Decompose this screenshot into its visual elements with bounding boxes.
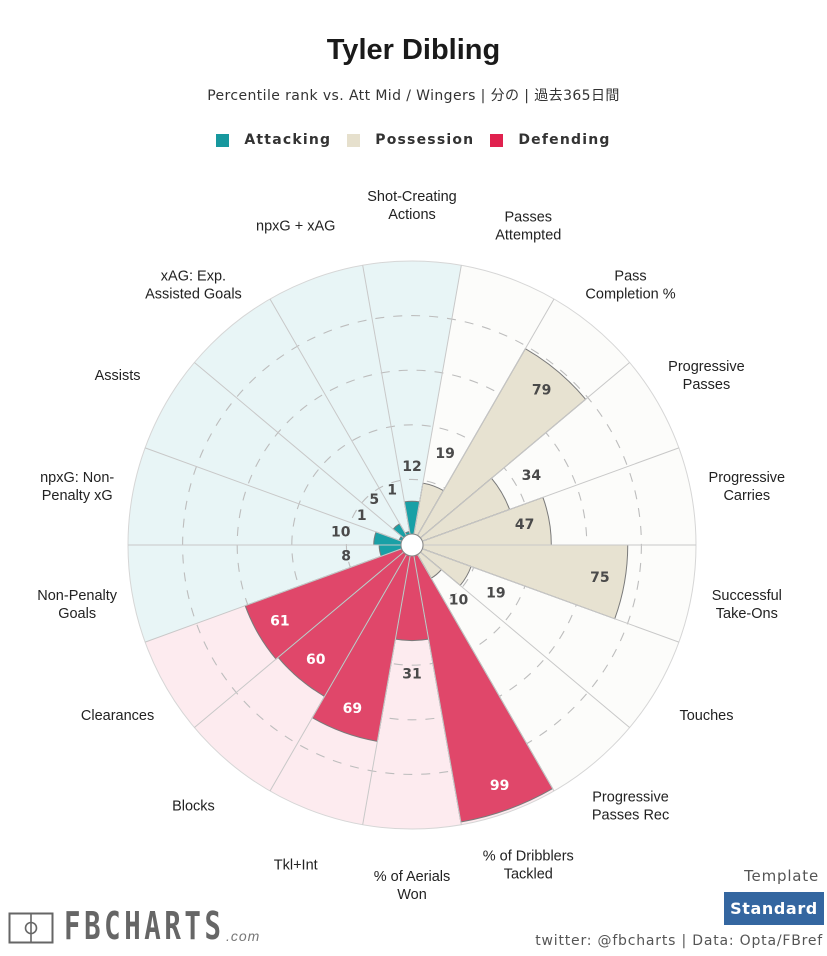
axis-labels: Shot-Creating Actions Passes Attempted Pass C… — [37, 189, 785, 903]
slice-background — [420, 548, 679, 728]
bars — [244, 348, 629, 823]
value-label: 5 — [369, 492, 379, 508]
spoke-line — [420, 362, 630, 539]
value-label: 99 — [490, 778, 509, 794]
axis-label: Non-Penalty Goals — [37, 588, 118, 622]
logo-wordmark: FBCHARTS — [64, 904, 225, 948]
axis-label: Assists — [95, 368, 141, 384]
spoke-line — [144, 548, 402, 643]
axis-label: Shot-Creating Actions — [367, 189, 456, 223]
spoke-line — [269, 298, 407, 536]
spoke-line — [269, 554, 407, 792]
slice-background — [145, 362, 404, 542]
center-hole — [400, 533, 424, 557]
spoke-line — [422, 447, 680, 542]
legend-label-defending: Defending — [518, 132, 611, 148]
value-label: 69 — [343, 701, 362, 717]
axis-label: Tkl+Int — [274, 857, 318, 873]
axis-label: Blocks — [172, 798, 215, 814]
spoke-line — [144, 447, 402, 542]
spoke-line — [413, 265, 462, 535]
center-circle — [400, 533, 424, 557]
value-label: 75 — [590, 570, 609, 586]
slice-background — [270, 265, 411, 536]
spoke-line — [422, 548, 680, 643]
fbcharts-logo: FBCHARTS .com — [8, 904, 261, 948]
axis-label: xAG: Exp. Assisted Goals — [145, 269, 242, 303]
credit-text: twitter: @fbcharts | Data: Opta/FBref — [535, 933, 823, 949]
legend-swatch-defending — [490, 133, 504, 147]
value-label: 10 — [449, 592, 469, 608]
spoke-line — [417, 554, 555, 792]
slice-background — [362, 555, 462, 830]
slice-background — [128, 545, 402, 643]
spoke-line — [417, 298, 555, 536]
template-standard-button[interactable]: Standard — [724, 892, 824, 925]
axis-label: npxG: Non-Penalty xG — [40, 470, 114, 504]
axis-label: Progressive Passes — [668, 359, 745, 393]
value-label: 10 — [331, 524, 351, 540]
axis-label: Pass Completion % — [585, 269, 675, 303]
spoke-line — [194, 551, 404, 728]
legend-item-attacking: Attacking — [216, 132, 331, 148]
spoke-line — [194, 362, 404, 539]
spoke-line — [362, 265, 411, 535]
value-label: 34 — [522, 468, 542, 484]
legend: Attacking Possession Defending — [0, 132, 827, 148]
slice-background — [417, 552, 630, 791]
slice-background — [413, 265, 554, 536]
legend-label-possession: Possession — [375, 132, 475, 148]
legend-swatch-possession — [347, 133, 361, 147]
legend-swatch-attacking — [216, 133, 230, 147]
template-label: Template — [744, 867, 819, 885]
value-label: 31 — [402, 667, 421, 683]
value-label: 19 — [486, 585, 505, 601]
value-label: 61 — [270, 613, 289, 629]
value-labels: 12 19 79 34 47 75 19 10 99 31 69 60 61 8 10 151 — [270, 383, 609, 794]
pitch-icon — [8, 912, 54, 944]
legend-label-attacking: Attacking — [244, 132, 332, 148]
value-label: 19 — [435, 446, 454, 462]
axis-label: Progressive Passes Rec — [592, 789, 669, 823]
slice-background — [362, 261, 462, 535]
spoke-line — [362, 555, 411, 825]
value-label: 1 — [387, 482, 397, 498]
axis-label: % of Aerials Won — [374, 869, 451, 903]
axis-label: % of Dribblers Tackled — [483, 848, 574, 882]
spokes — [128, 265, 696, 825]
value-label: 8 — [341, 549, 351, 565]
logo-suffix: .com — [226, 928, 261, 944]
legend-item-defending: Defending — [490, 132, 610, 148]
value-label: 47 — [515, 517, 534, 533]
spoke-line — [420, 551, 630, 728]
value-label: 60 — [306, 652, 326, 668]
axis-label: Progressive Carries — [709, 470, 786, 504]
slice-background — [128, 447, 402, 545]
value-label: 1 — [357, 508, 367, 524]
spoke-line — [413, 555, 462, 825]
chart-title: Tyler Dibling — [326, 34, 501, 66]
legend-item-possession: Possession — [347, 132, 474, 148]
axis-label: Successful Take-Ons — [712, 588, 782, 622]
chart-subtitle: Percentile rank vs. Att Mid / Wingers | … — [207, 88, 620, 104]
axis-label: Passes Attempted — [495, 210, 561, 244]
axis-label: Touches — [679, 708, 733, 724]
value-label: 12 — [402, 459, 421, 475]
axis-label: npxG + xAG — [256, 219, 335, 235]
slice-background — [194, 299, 407, 538]
value-label: 79 — [532, 383, 551, 399]
axis-label: Clearances — [81, 708, 154, 724]
